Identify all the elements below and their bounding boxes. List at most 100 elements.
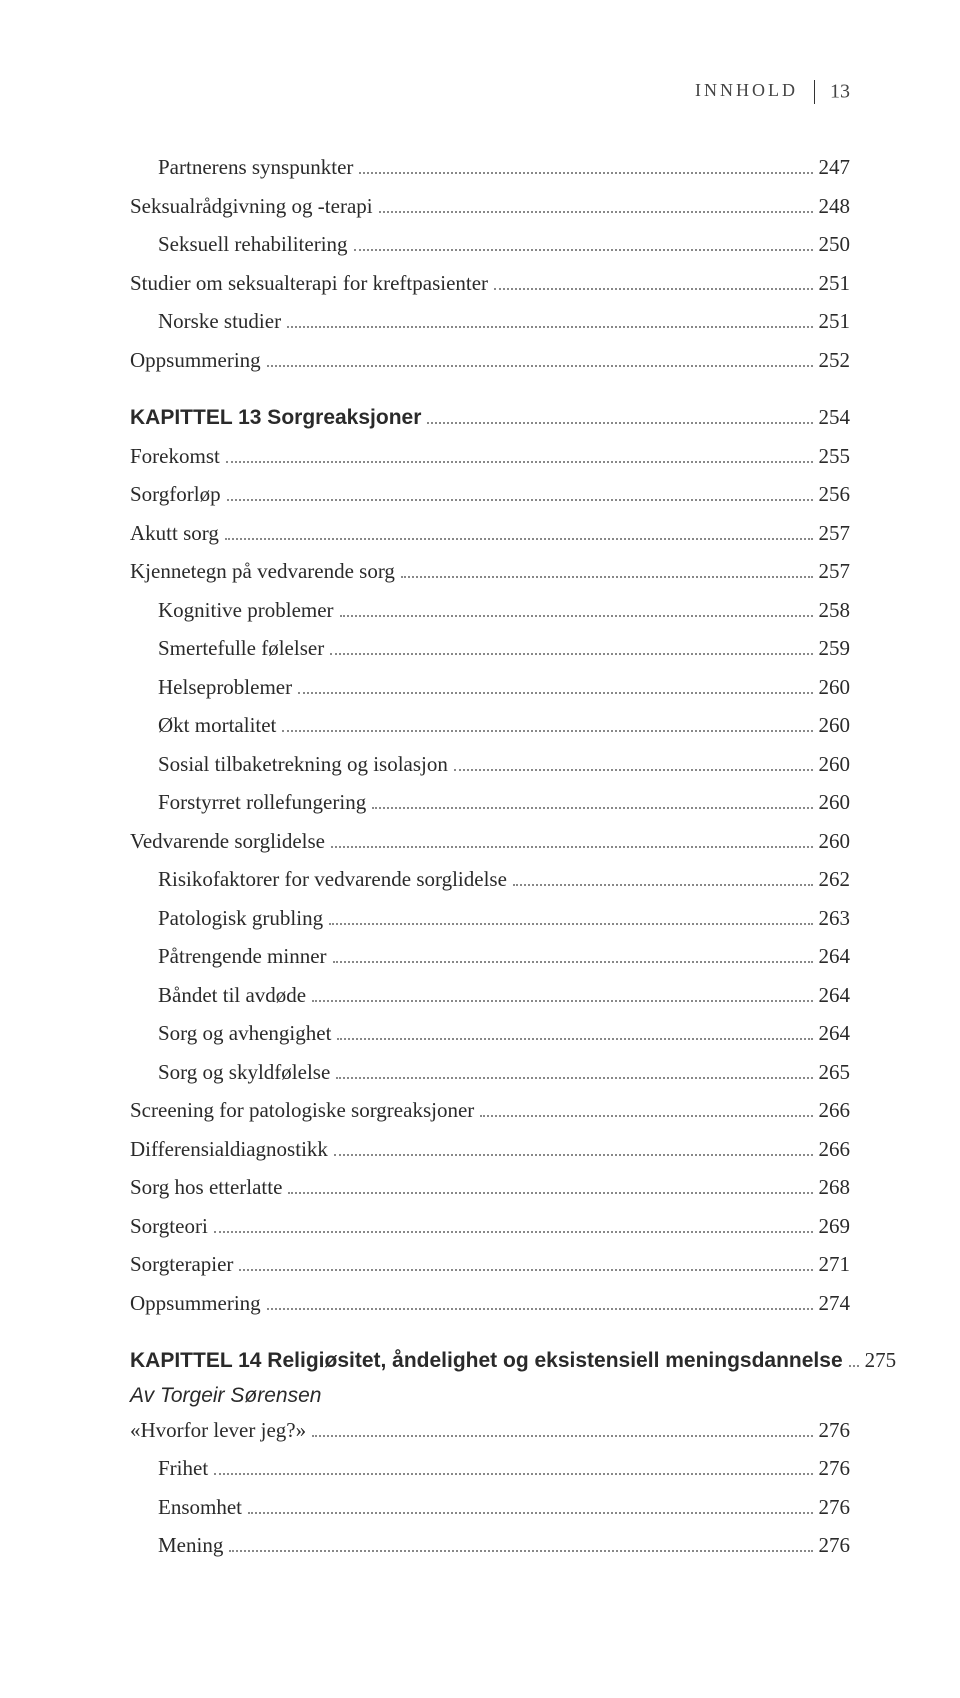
toc-entry-page: 247 — [819, 152, 851, 184]
toc-entry-row: Smertefulle følelser259 — [130, 633, 850, 665]
toc-entry-page: 256 — [819, 479, 851, 511]
toc-entry-row: Differensialdiagnostikk266 — [130, 1134, 850, 1166]
toc-entry-page: 255 — [819, 441, 851, 473]
dot-leader — [372, 807, 812, 809]
toc-entry-label: Forstyrret rollefungering — [158, 787, 366, 819]
toc-entry-label: Norske studier — [158, 306, 281, 338]
toc-entry-page: 274 — [819, 1288, 851, 1320]
toc-entry-label: Akutt sorg — [130, 518, 219, 550]
toc-entry-row: Frihet276 — [130, 1453, 850, 1485]
toc-entry-label: Partnerens synspunkter — [158, 152, 353, 184]
toc-entry-page: 276 — [819, 1530, 851, 1562]
dot-leader — [494, 288, 812, 290]
toc-entry-row: Screening for patologiske sorgreaksjoner… — [130, 1095, 850, 1127]
dot-leader — [298, 692, 812, 694]
toc-entry-row: Partnerens synspunkter 247 — [130, 152, 850, 184]
toc-entry-label: Kjennetegn på vedvarende sorg — [130, 556, 395, 588]
toc-entry-page: 257 — [819, 556, 851, 588]
toc-entry-label: Studier om seksualterapi for kreftpasien… — [130, 268, 488, 300]
toc-entry-row: Økt mortalitet 260 — [130, 710, 850, 742]
dot-leader — [287, 326, 812, 328]
dot-leader — [336, 1077, 812, 1079]
toc-entry-label: Økt mortalitet — [158, 710, 276, 742]
dot-leader — [227, 499, 813, 501]
toc-entry-label: Helseproblemer — [158, 672, 292, 704]
toc-entry-page: 269 — [819, 1211, 851, 1243]
toc-entry-row: Sorgteori 269 — [130, 1211, 850, 1243]
toc-entry-page: 260 — [819, 749, 851, 781]
toc-entry-page: 271 — [819, 1249, 851, 1281]
dot-leader — [239, 1269, 812, 1271]
toc-entry-label: Forekomst — [130, 441, 220, 473]
toc-entry-label: Frihet — [158, 1453, 208, 1485]
dot-leader — [312, 1000, 812, 1002]
toc-chapter-row: KAPITTEL 14 Religiøsitet, åndelighet og … — [130, 1345, 850, 1377]
dot-leader — [401, 576, 813, 578]
toc-entry-label: Sorgterapier — [130, 1249, 233, 1281]
toc-entry-row: Seksuell rehabilitering250 — [130, 229, 850, 261]
toc-entry-page: 265 — [819, 1057, 851, 1089]
toc-entry-row: Norske studier 251 — [130, 306, 850, 338]
toc-entry-label: Mening — [158, 1530, 223, 1562]
toc-chapter-row: KAPITTEL 13 Sorgreaksjoner 254 — [130, 402, 850, 434]
toc-entry-row: Oppsummering252 — [130, 345, 850, 377]
toc-entry-label: Risikofaktorer for vedvarende sorglidels… — [158, 864, 507, 896]
toc-entry-page: 262 — [819, 864, 851, 896]
dot-leader — [354, 249, 813, 251]
toc-entry-label: Sosial tilbaketrekning og isolasjon — [158, 749, 448, 781]
dot-leader — [288, 1192, 812, 1194]
toc-entry-page: 264 — [819, 941, 851, 973]
toc-entry-row: Mening 276 — [130, 1530, 850, 1562]
dot-leader — [359, 172, 812, 174]
dot-leader — [312, 1435, 812, 1437]
toc-entry-label: Sorgteori — [130, 1211, 208, 1243]
dot-leader — [330, 653, 812, 655]
toc-entry-page: 276 — [819, 1492, 851, 1524]
toc-entry-row: Vedvarende sorglidelse260 — [130, 826, 850, 858]
dot-leader — [331, 846, 813, 848]
toc-entry-row: Patologisk grubling 263 — [130, 903, 850, 935]
toc-entry-page: 263 — [819, 903, 851, 935]
toc-entry-row: Sorgterapier 271 — [130, 1249, 850, 1281]
dot-leader — [337, 1038, 812, 1040]
toc-entry-page: 248 — [819, 191, 851, 223]
toc-entry-page: 257 — [819, 518, 851, 550]
toc-entry-page: 251 — [819, 306, 851, 338]
dot-leader — [226, 461, 813, 463]
toc-entry-row: Kognitive problemer258 — [130, 595, 850, 627]
dot-leader — [214, 1231, 813, 1233]
toc-entry-label: Screening for patologiske sorgreaksjoner — [130, 1095, 474, 1127]
toc-entry-label: Påtrengende minner — [158, 941, 327, 973]
dot-leader — [282, 730, 812, 732]
toc-entry-label: Sorgforløp — [130, 479, 221, 511]
toc-entry-label: KAPITTEL 13 Sorgreaksjoner — [130, 402, 421, 434]
toc-entry-label: Seksuell rehabilitering — [158, 229, 348, 261]
dot-leader — [427, 422, 812, 424]
toc-entry-page: 264 — [819, 1018, 851, 1050]
dot-leader — [454, 769, 813, 771]
toc-entry-page: 259 — [819, 633, 851, 665]
dot-leader — [480, 1115, 812, 1117]
toc-entry-page: 254 — [819, 402, 851, 434]
toc-entry-row: Sosial tilbaketrekning og isolasjon 260 — [130, 749, 850, 781]
toc-entry-page: 260 — [819, 710, 851, 742]
toc-entry-label: «Hvorfor lever jeg?» — [130, 1415, 306, 1447]
toc-entry-page: 258 — [819, 595, 851, 627]
toc-entry-label: Ensomhet — [158, 1492, 242, 1524]
toc-entry-label: Patologisk grubling — [158, 903, 323, 935]
toc-entry-row: Forstyrret rollefungering260 — [130, 787, 850, 819]
header-section-label: INNHOLD — [695, 80, 798, 100]
toc-entry-page: 266 — [819, 1095, 851, 1127]
toc-entry-label: Sorg og avhengighet — [158, 1018, 331, 1050]
toc-entry-page: 266 — [819, 1134, 851, 1166]
toc-entry-row: Påtrengende minner 264 — [130, 941, 850, 973]
toc-entry-page: 276 — [819, 1415, 851, 1447]
dot-leader — [329, 923, 812, 925]
toc-entry-page: 251 — [819, 268, 851, 300]
toc-entry-row: Seksualrådgivning og -terapi248 — [130, 191, 850, 223]
toc-entry-row: Ensomhet 276 — [130, 1492, 850, 1524]
dot-leader — [267, 365, 813, 367]
toc-entry-label: Sorg hos etterlatte — [130, 1172, 282, 1204]
header-divider — [814, 80, 815, 104]
toc-entry-row: Sorgforløp 256 — [130, 479, 850, 511]
